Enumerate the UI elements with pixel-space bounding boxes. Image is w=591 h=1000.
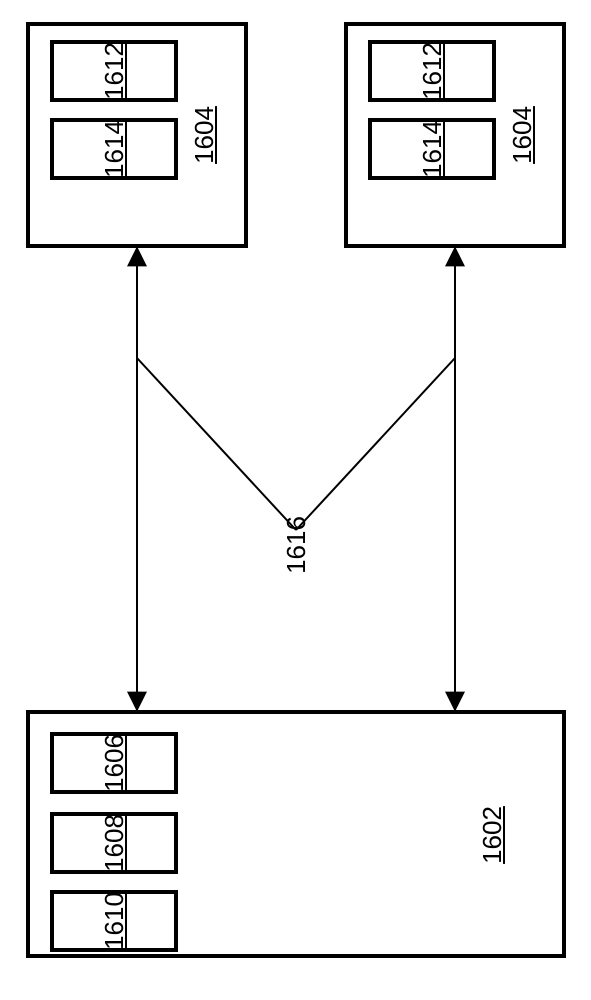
label-link: 1616 [283,516,309,574]
label-right_a_in_1: 1612 [101,42,127,100]
label-right_b_outer: 1604 [509,106,535,164]
leader-line [296,358,455,530]
label-right_a_in_2: 1614 [101,120,127,178]
label-right_b_in_1: 1612 [419,42,445,100]
label-left_outer: 1602 [479,806,505,864]
label-left_in_2: 1608 [101,814,127,872]
label-left_in_1: 1606 [101,734,127,792]
diagram-stage: 1602 1606 1608 1610 1604 1612 1614 1604 1612 1614… [0,0,591,1000]
leader-line [137,358,296,530]
label-right_a_outer: 1604 [191,106,217,164]
label-left_in_3: 1610 [101,892,127,950]
label-right_b_in_2: 1614 [419,120,445,178]
